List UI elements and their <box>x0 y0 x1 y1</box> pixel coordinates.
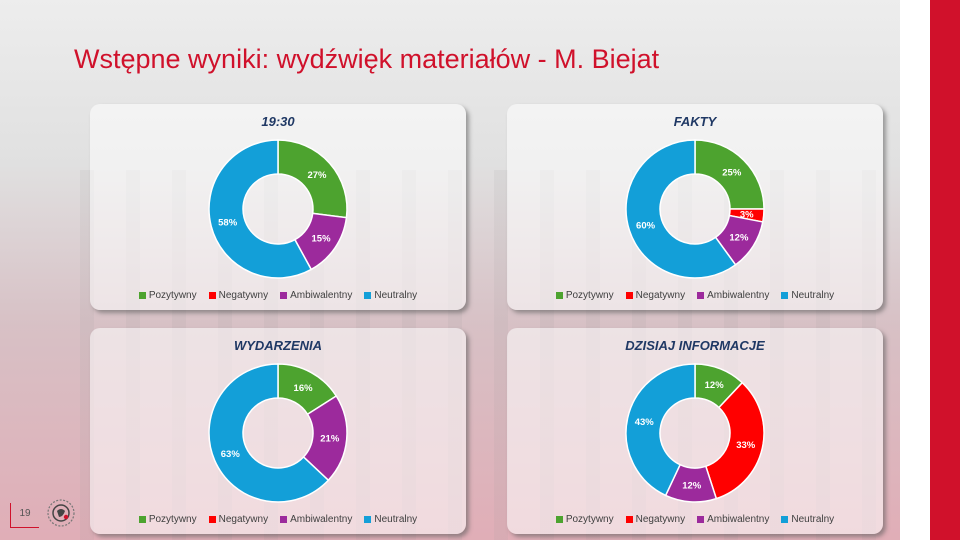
chart-title: 19:30 <box>261 114 295 129</box>
donut-chart: 27%0%15%58% <box>208 139 348 279</box>
chart-title: FAKTY <box>673 114 717 129</box>
donut-chart: 16%0%21%63% <box>208 363 348 503</box>
legend-swatch <box>781 292 789 299</box>
legend-item-neutralny: Neutralny <box>781 290 834 301</box>
legend-label: Negatywny <box>218 514 269 525</box>
chart-title: DZISIAJ INFORMACJE <box>625 338 765 353</box>
legend-item-negatywny: Negatywny <box>208 514 269 525</box>
legend-swatch <box>138 292 146 299</box>
data-label-pozytywny: 25% <box>722 168 742 179</box>
legend-swatch <box>555 292 563 299</box>
legend-item-negatywny: Negatywny <box>625 514 686 525</box>
data-label-ambiwalentny: 12% <box>729 232 749 243</box>
legend-item-neutralny: Neutralny <box>364 290 417 301</box>
data-label-negatywny: 33% <box>736 440 756 451</box>
legend-item-pozytywny: Pozytywny <box>555 290 614 301</box>
legend-item-pozytywny: Pozytywny <box>138 290 197 301</box>
legend-swatch <box>625 516 633 523</box>
chart-legend: Pozytywny Negatywny Ambiwalentny Neutralny <box>90 514 466 525</box>
data-label-neutralny: 63% <box>221 449 241 460</box>
data-label-ambiwalentny: 12% <box>682 480 702 491</box>
legend-label: Pozytywny <box>148 290 197 301</box>
legend-swatch <box>280 516 288 523</box>
legend-label: Neutralny <box>374 514 418 525</box>
legend-swatch <box>697 292 705 299</box>
legend-item-negatywny: Negatywny <box>208 290 269 301</box>
legend-item-negatywny: Negatywny <box>625 290 686 301</box>
chart-panel-dzisiaj-informacje: DZISIAJ INFORMACJE 12% 33% 12% 43% Pozytywn… <box>507 328 883 534</box>
donut-slice-neutralny <box>208 139 313 279</box>
legend-item-neutralny: Neutralny <box>781 514 834 525</box>
data-label-pozytywny: 12% <box>705 380 725 391</box>
legend-item-ambiwalentny: Ambiwalentny <box>280 290 352 301</box>
donut-chart: 12% 33% 12% 43% <box>625 363 765 503</box>
legend-label: Ambiwalentny <box>707 290 770 301</box>
legend-label: Negatywny <box>635 290 686 301</box>
legend-item-pozytywny: Pozytywny <box>138 514 197 525</box>
chart-panel-wydarzenia: WYDARZENIA 16%0%21%63% PozytywnyNegatywn… <box>90 328 466 534</box>
legend-swatch <box>555 516 563 523</box>
legend-swatch <box>697 516 705 523</box>
legend-item-neutralny: Neutralny <box>364 514 417 525</box>
right-accent-bar <box>930 0 960 540</box>
legend-label: Ambiwalentny <box>707 514 770 525</box>
slide-title: Wstępne wyniki: wydźwięk materiałów - M.… <box>74 44 660 74</box>
right-margin <box>900 0 930 540</box>
legend-swatch <box>138 516 146 523</box>
legend-item-pozytywny: Pozytywny <box>555 514 614 525</box>
page-number: 19 <box>10 503 39 528</box>
legend-label: Negatywny <box>635 514 686 525</box>
legend-label: Neutralny <box>374 290 418 301</box>
donut-chart: 25% 3% 12% 60% <box>625 139 765 279</box>
chart-panel-fakty: FAKTY 25% 3% 12% 60% Pozytywny Negatywny Ambi… <box>507 104 883 310</box>
legend-swatch <box>625 292 633 299</box>
chart-legend: Pozytywny Negatywny Ambiwalentny Neutralny <box>507 514 883 525</box>
legend-label: Neutralny <box>791 290 835 301</box>
data-label-pozytywny: 27% <box>307 170 327 181</box>
chart-title: WYDARZENIA <box>233 338 323 353</box>
data-label-ambiwalentny: 21% <box>320 433 340 444</box>
legend-swatch <box>364 292 372 299</box>
legend-label: Pozytywny <box>148 514 197 525</box>
legend-swatch <box>364 516 372 523</box>
donut-slice-neutralny <box>625 363 696 497</box>
donut-slice-neutralny <box>208 363 330 503</box>
data-label-pozytywny: 16% <box>294 383 314 394</box>
chart-legend: Pozytywny Negatywny Ambiwalentny Neutralny <box>90 290 466 301</box>
data-label-neutralny: 60% <box>636 221 656 232</box>
legend-item-ambiwalentny: Ambiwalentny <box>697 290 769 301</box>
donut-slice-neutralny <box>625 139 737 279</box>
legend-label: Neutralny <box>791 514 835 525</box>
legend-label: Ambiwalentny <box>290 514 353 525</box>
legend-label: Pozytywny <box>565 514 614 525</box>
chart-panel-1930: 19:30 27%0%15%58% PozytywnyNegatywnyAmbi… <box>90 104 466 310</box>
legend-label: Pozytywny <box>565 290 614 301</box>
data-label-neutralny: 58% <box>218 217 238 228</box>
donut-slice-negatywny <box>704 381 765 500</box>
data-label-ambiwalentny: 15% <box>312 234 332 245</box>
legend-item-ambiwalentny: Ambiwalentny <box>697 514 769 525</box>
legend-swatch <box>208 516 216 523</box>
data-label-negatywny: 3% <box>740 209 754 220</box>
data-label-neutralny: 43% <box>635 417 655 428</box>
legend-swatch <box>280 292 288 299</box>
legend-swatch <box>208 292 216 299</box>
legend-label: Negatywny <box>218 290 269 301</box>
chart-legend: Pozytywny Negatywny Ambiwalentny Neutralny <box>507 290 883 301</box>
legend-label: Ambiwalentny <box>290 290 353 301</box>
legend-item-ambiwalentny: Ambiwalentny <box>280 514 352 525</box>
legend-swatch <box>781 516 789 523</box>
institution-logo-icon <box>47 499 75 527</box>
